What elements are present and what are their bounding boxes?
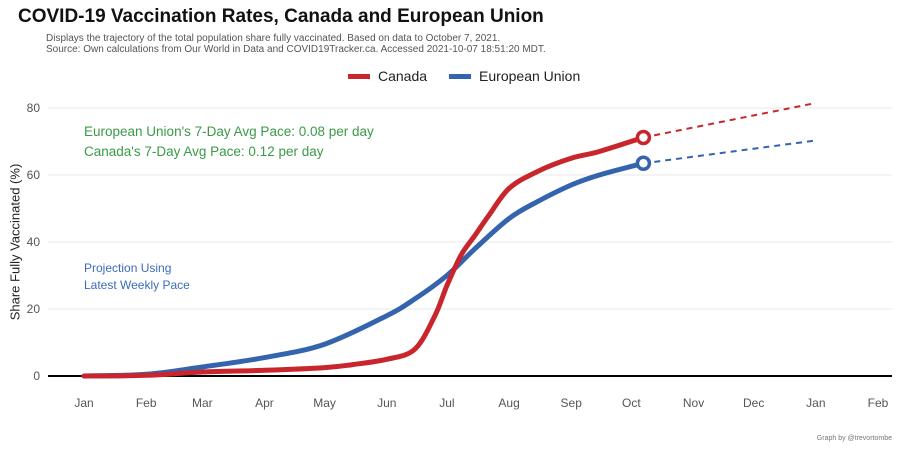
legend-item-european-union: European Union (449, 68, 580, 84)
chart-caption: Graph by @trevortombe (816, 435, 892, 442)
y-tick-label-20: 20 (27, 302, 41, 316)
y-tick-label-0: 0 (33, 369, 40, 383)
annotation-eu-pace: European Union's 7-Day Avg Pace: 0.08 pe… (84, 124, 374, 139)
annotation-projection-line-2: Latest Weekly Pace (84, 278, 190, 292)
series-lines (81, 102, 816, 379)
y-tick-label-80: 80 (27, 101, 41, 115)
chart-subtitle-line-1: Displays the trajectory of the total pop… (46, 33, 501, 44)
x-tick-label-8: Sep (561, 396, 583, 410)
annotation-projection-line-1: Projection Using (84, 261, 171, 275)
chart-legend: Canada European Union (348, 68, 602, 84)
x-tick-label-1: Feb (136, 396, 157, 410)
legend-swatch-canada (348, 73, 370, 79)
x-tick-label-6: Jul (439, 396, 454, 410)
chart-subtitle-line-2: Source: Own calculations from Our World … (46, 44, 546, 55)
annotations: European Union's 7-Day Avg Pace: 0.08 pe… (84, 124, 374, 292)
x-tick-label-11: Dec (743, 396, 764, 410)
x-tick-label-5: Jun (377, 396, 396, 410)
x-tick-label-13: Feb (868, 396, 889, 410)
series-line-canada (81, 135, 646, 379)
x-tick-label-3: Apr (255, 396, 274, 410)
y-tick-label-40: 40 (27, 235, 41, 249)
series-endpoint-european-union (635, 155, 652, 172)
series-endpoint-canada (635, 129, 652, 146)
annotation-canada-pace: Canada's 7-Day Avg Pace: 0.12 per day (84, 144, 324, 159)
x-tick-label-12: Jan (806, 396, 825, 410)
x-tick-label-0: Jan (74, 396, 93, 410)
legend-item-canada: Canada (348, 68, 427, 84)
chart-title: COVID-19 Vaccination Rates, Canada and E… (18, 6, 544, 27)
projection-line-1 (643, 139, 816, 165)
y-tick-label-60: 60 (27, 168, 41, 182)
projection-line-0 (643, 102, 816, 139)
x-tick-label-9: Oct (622, 396, 641, 410)
x-tick-label-4: May (313, 396, 336, 410)
x-tick-label-7: Aug (498, 396, 519, 410)
legend-label-canada: Canada (378, 68, 428, 84)
x-tick-label-10: Nov (683, 396, 704, 410)
axis-ticks: 0 20 40 60 80 Jan Feb Mar Apr May Jun Jul Aug Sep Oct N… (27, 101, 889, 410)
x-tick-label-2: Mar (192, 396, 213, 410)
legend-label-european-union: European Union (479, 68, 581, 84)
gridlines (48, 107, 892, 377)
legend-swatch-european-union (449, 73, 472, 79)
series-line-european-union (81, 160, 646, 379)
